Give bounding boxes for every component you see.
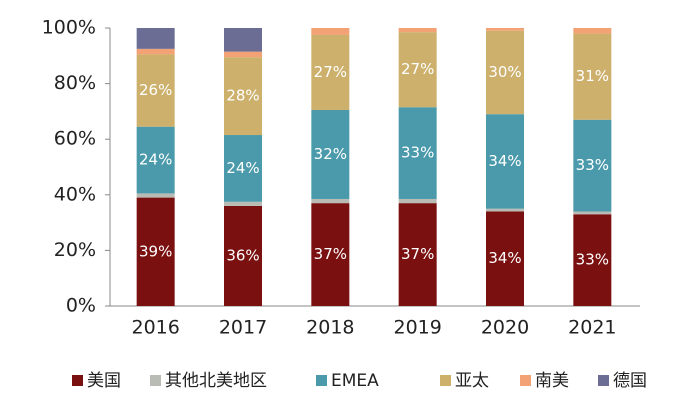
value-label: 33% [576,156,609,174]
value-label: 24% [139,151,172,169]
bar-segment [311,110,350,199]
x-tick-label: 2018 [306,317,354,339]
y-tick-label: 80% [54,72,96,94]
bar-segment [486,30,524,115]
value-label: 36% [226,246,259,264]
y-tick-label: 100% [42,17,96,39]
bar-segment [136,28,175,49]
value-label: 26% [139,81,172,99]
value-label: 37% [401,245,434,263]
legend-swatch [440,375,451,386]
y-tick-label: 60% [54,128,96,150]
bar-segment [311,28,350,35]
legend-label: 德国 [613,371,647,391]
value-label: 28% [226,87,259,105]
value-label: 34% [488,152,521,170]
bar-segment [224,205,262,306]
y-tick-label: 0% [66,295,96,317]
bar-segment [398,203,437,306]
bar-segment [224,57,262,136]
bar-segment [311,34,350,111]
x-tick-label: 2020 [481,317,529,339]
legend-label: 其他北美地区 [165,371,267,391]
bar-segment [224,51,262,58]
bar-segment [486,114,524,209]
x-tick-label: 2017 [219,317,267,339]
bar-segment [486,28,524,31]
legend-swatch [316,375,327,386]
bar-segment [136,54,175,127]
legend-label: 亚太 [455,371,489,391]
bar-segment [224,201,262,206]
value-label: 27% [314,63,347,81]
x-tick-label: 2016 [131,317,179,339]
legend-swatch [598,375,609,386]
bar-segment [311,198,350,204]
bar-segment [486,208,524,212]
x-tick-label: 2019 [393,317,441,339]
bar-segment [311,203,350,306]
bar-segment [136,197,175,306]
bar-segment [398,32,437,108]
bar-segment [136,193,175,198]
value-label: 30% [488,63,521,81]
value-label: 24% [226,159,259,177]
value-label: 31% [576,67,609,85]
value-label: 32% [314,145,347,163]
y-tick-label: 40% [54,183,96,205]
bar-segment [136,48,175,55]
bar-segment [486,211,524,306]
bar-segment [573,214,612,306]
value-label: 34% [488,249,521,267]
bar-segment [398,198,437,204]
y-tick-label: 20% [54,239,96,261]
value-label: 27% [401,60,434,78]
legend-label: EMEA [331,371,379,391]
legend-swatch [72,375,83,386]
value-label: 33% [576,251,609,269]
value-label: 33% [401,144,434,162]
legend-swatch [520,375,531,386]
bar-segment [573,33,612,120]
bar-segment [224,135,262,202]
x-tick-label: 2021 [568,317,616,339]
bar-segment [398,107,437,199]
legend-swatch [150,375,161,386]
value-label: 37% [314,245,347,263]
legend-label: 美国 [87,371,121,391]
bar-segment [398,28,437,33]
bar-segment [136,126,175,194]
legend-label: 南美 [535,371,569,391]
bar-segment [573,211,612,215]
bar-segment [573,119,612,212]
bar-segment [224,28,262,52]
bar-segment [573,28,612,34]
value-label: 39% [139,242,172,260]
